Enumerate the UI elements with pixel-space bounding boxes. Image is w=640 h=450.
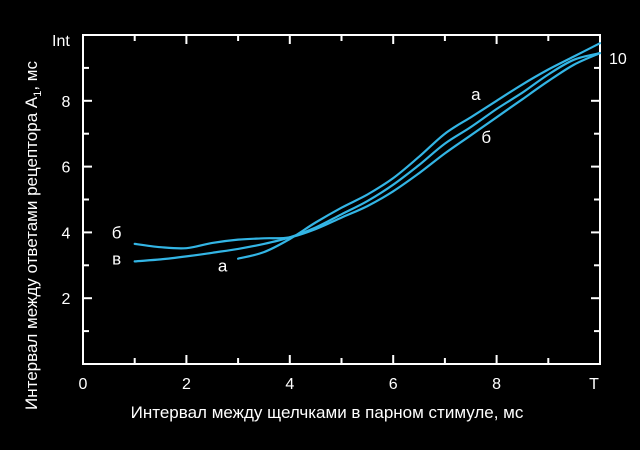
y-tick-label: 8	[62, 94, 71, 111]
axis-ticks	[83, 35, 600, 364]
y-axis-title: Интервал между ответами рецептора A1, мс	[22, 61, 44, 410]
x-tick-label: 8	[492, 376, 501, 393]
y-tick-label: 6	[62, 160, 71, 177]
series-label-2: б	[112, 223, 122, 242]
y-axis-title-subscript: 1	[32, 91, 44, 97]
y-axis-title-main: Интервал между ответами рецептора A	[22, 96, 41, 410]
x-tick-label: 2	[182, 376, 191, 393]
right-axis-label: 10	[609, 51, 627, 68]
curves	[133, 42, 602, 263]
x-tick-label: 6	[389, 376, 398, 393]
x-axis-title: Интервал между щелчками в парном стимуле…	[131, 403, 524, 422]
y-tick-label: 4	[62, 225, 71, 242]
x-tick-label: 4	[285, 376, 294, 393]
x-axis-end-label: T	[589, 376, 599, 393]
series-line-2	[133, 52, 602, 250]
curve-annotation: б	[481, 128, 491, 147]
tick-labels: 0 2 4 6 8 2 4 6 8	[62, 94, 502, 393]
series-label-1: а	[471, 85, 481, 104]
series-line-3	[133, 52, 602, 263]
curve-annotation: а	[218, 256, 228, 275]
y-tick-label: 2	[62, 291, 71, 308]
x-tick-label: 0	[79, 376, 88, 393]
y-axis-title-unit: , мс	[22, 61, 41, 91]
y-axis-marker: Int	[52, 33, 70, 50]
series-label-3: в	[112, 250, 121, 269]
curve-labels: абв аб	[112, 85, 492, 275]
